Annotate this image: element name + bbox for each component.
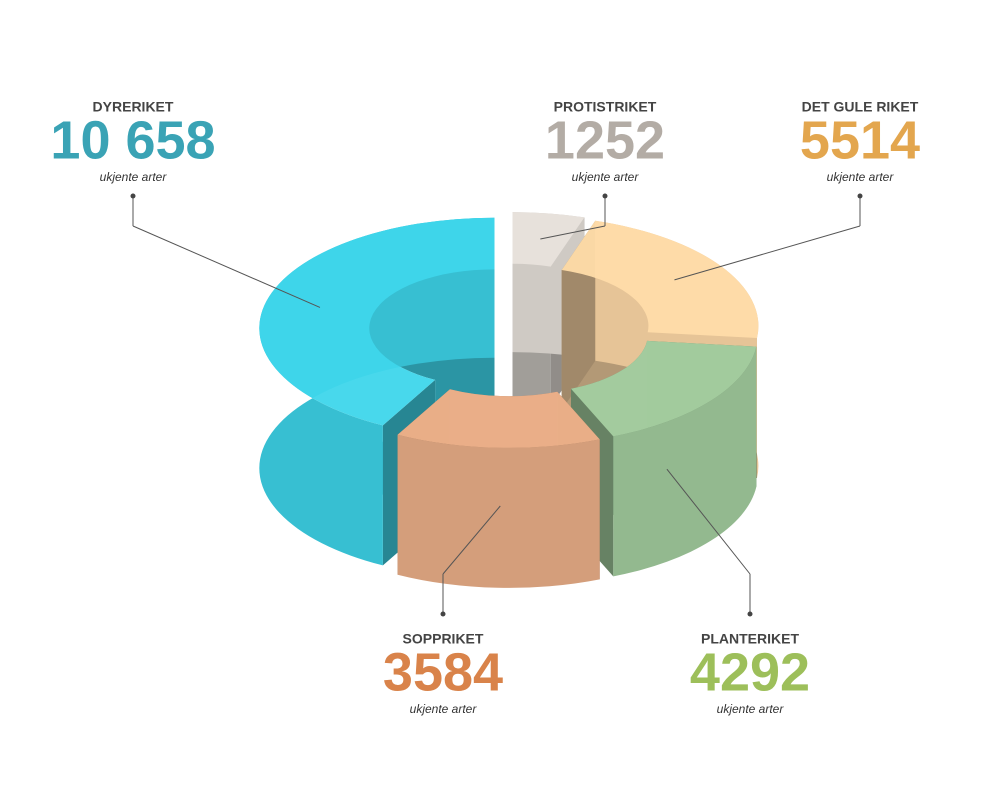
- value-label: 10 658: [50, 110, 215, 170]
- slice-top: [561, 220, 759, 338]
- slice-outer-wall: [613, 346, 757, 577]
- value-label: 4292: [690, 642, 810, 702]
- connector-dot: [747, 611, 753, 617]
- value-label: 3584: [383, 642, 503, 702]
- category-label: DYRERIKET: [93, 99, 174, 115]
- slice-top: [512, 212, 585, 267]
- slice-outer-wall: [397, 434, 600, 588]
- connector-dot: [602, 193, 608, 199]
- connector-line: [666, 468, 751, 575]
- value-label: 1252: [545, 110, 665, 170]
- category-label: PLANTERIKET: [701, 631, 799, 647]
- category-label: PROTISTRIKET: [554, 99, 657, 115]
- connector-dot: [440, 611, 446, 617]
- pie-slice: [397, 389, 600, 588]
- pie-slice: [571, 340, 757, 577]
- slice-top: [397, 389, 600, 448]
- category-label: DET GULE RIKET: [802, 99, 919, 115]
- connector-line: [132, 225, 321, 308]
- unit-label: ukjente arter: [827, 170, 895, 184]
- unit-label: ukjente arter: [410, 702, 478, 716]
- connector-line: [540, 225, 606, 240]
- slice-top: [259, 217, 495, 426]
- connector-line: [442, 505, 501, 575]
- unit-label: ukjente arter: [100, 170, 168, 184]
- unit-label: ukjente arter: [717, 702, 785, 716]
- unit-label: ukjente arter: [572, 170, 640, 184]
- value-label: 5514: [800, 110, 920, 170]
- connector-dot: [857, 193, 863, 199]
- connector-dot: [130, 193, 136, 199]
- slice-top: [571, 340, 757, 437]
- category-label: SOPPRIKET: [403, 631, 484, 647]
- connector-line: [674, 225, 861, 281]
